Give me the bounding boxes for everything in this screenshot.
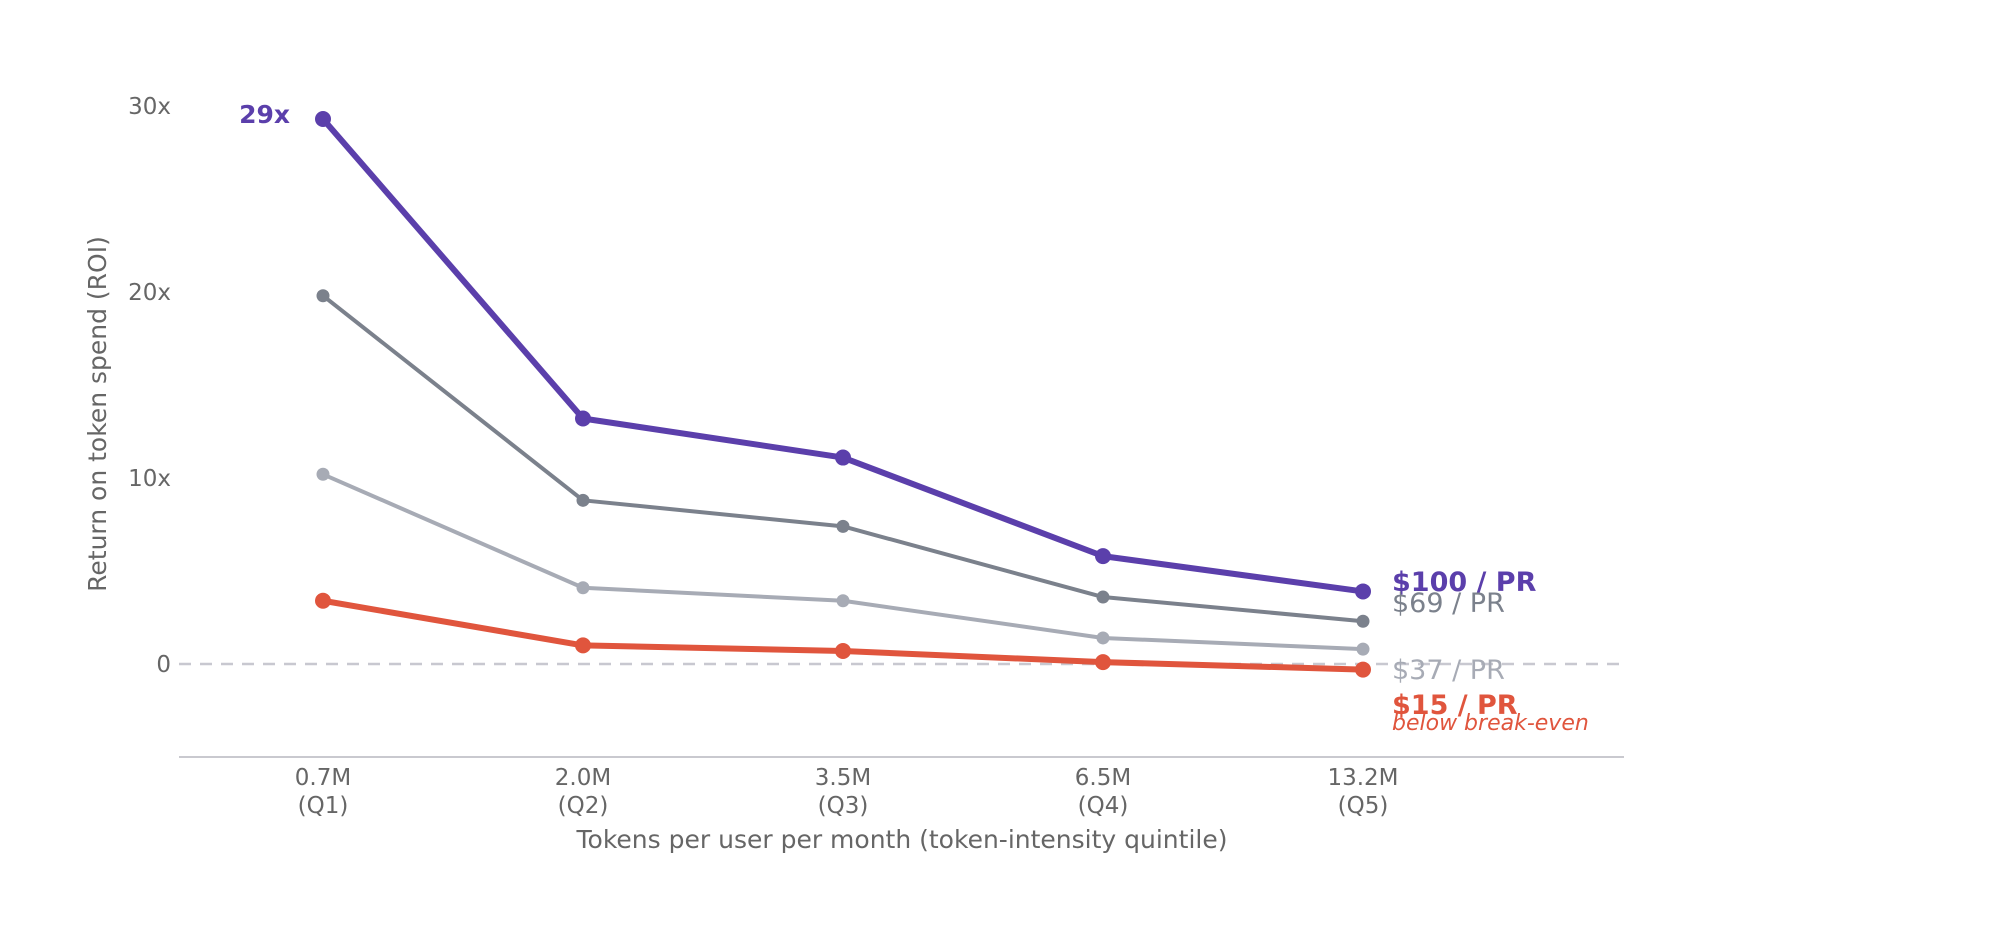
series-point xyxy=(1355,583,1371,600)
x-tick-quintile-label: (Q3) xyxy=(818,793,869,819)
series-point xyxy=(315,111,331,128)
series-point xyxy=(576,493,590,507)
series-point xyxy=(1356,642,1370,656)
series-point xyxy=(836,519,850,533)
series-line xyxy=(320,597,1366,673)
x-tick-quintile-label: (Q4) xyxy=(1078,793,1129,819)
series-point xyxy=(1096,631,1110,645)
x-tick-label: 0.7M xyxy=(295,765,351,791)
series-label: $100 / PR xyxy=(1392,567,1537,598)
y-tick-label: 20x xyxy=(128,280,171,306)
series-point xyxy=(575,410,591,427)
series-point xyxy=(835,642,851,659)
series-point xyxy=(835,449,851,466)
series-note: below break-even xyxy=(1392,711,1589,736)
series-point xyxy=(575,637,591,654)
series-point xyxy=(576,581,590,595)
y-tick-label: 0 xyxy=(156,652,171,678)
x-tick-quintile-label: (Q5) xyxy=(1338,793,1389,819)
series-point xyxy=(1095,654,1111,671)
y-tick-layer: 0 10x 20x 30x xyxy=(128,94,171,678)
x-tick-layer: 0.7M(Q1) 2.0M(Q2) 3.5M(Q3) 6.5M(Q4) 13.2M(Q5… xyxy=(295,765,1399,819)
series-label: $69 / PR xyxy=(1392,588,1505,619)
series-point xyxy=(836,594,850,608)
series-point xyxy=(316,467,330,481)
x-tick-label: 3.5M xyxy=(815,765,871,791)
series-layer xyxy=(315,111,1371,678)
x-axis-title: Tokens per user per month (token-intensi… xyxy=(576,825,1228,854)
series-point xyxy=(1356,614,1370,628)
x-tick-label: 6.5M xyxy=(1075,765,1131,791)
series-point xyxy=(1095,548,1111,565)
series-label: $15 / PR xyxy=(1392,690,1518,721)
series-point xyxy=(316,289,330,303)
y-tick-label: 10x xyxy=(128,466,171,492)
series-point xyxy=(1355,661,1371,678)
series-label: $37 / PR xyxy=(1392,655,1505,686)
peak-annotation: 29x xyxy=(239,100,290,129)
series-point xyxy=(1096,590,1110,604)
series-point xyxy=(315,592,331,609)
y-tick-label: 30x xyxy=(128,94,171,120)
x-tick-label: 13.2M xyxy=(1327,765,1398,791)
series-line xyxy=(321,472,1365,652)
x-tick-quintile-label: (Q2) xyxy=(558,793,609,819)
y-axis-title: Return on token spend (ROI) xyxy=(83,236,112,592)
x-tick-label: 2.0M xyxy=(555,765,611,791)
x-tick-quintile-label: (Q1) xyxy=(298,793,349,819)
